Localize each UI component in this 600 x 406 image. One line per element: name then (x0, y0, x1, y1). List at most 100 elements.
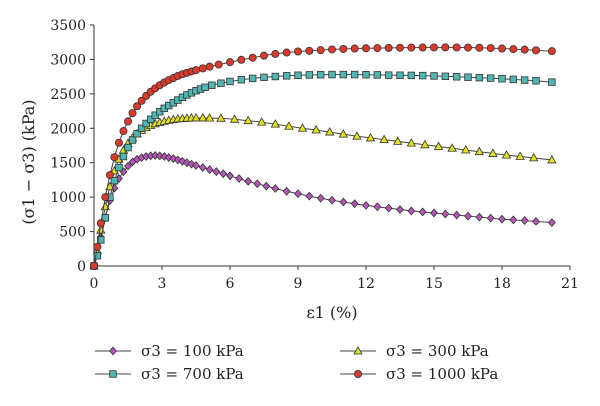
data-point (547, 218, 556, 228)
data-point (282, 72, 291, 80)
data-point (532, 216, 540, 226)
data-point (447, 143, 457, 152)
data-point (328, 70, 336, 79)
data-point (463, 43, 472, 52)
data-point (497, 44, 506, 53)
data-point (441, 72, 450, 80)
data-point (520, 76, 529, 84)
data-point (441, 43, 450, 52)
data-point (350, 199, 359, 209)
data-point (305, 46, 314, 55)
x-tick-label: 21 (561, 276, 579, 292)
data-point (237, 76, 246, 84)
series-line (93, 74, 552, 267)
data-point (338, 129, 349, 138)
data-point (260, 73, 268, 82)
data-point (316, 46, 325, 55)
data-point (452, 210, 461, 220)
data-point (133, 130, 141, 138)
x-tick-label: 18 (493, 276, 511, 292)
data-point (219, 169, 228, 179)
legend-label: σ3 = 300 kPa (386, 342, 489, 360)
data-point (93, 242, 102, 251)
data-point (430, 208, 438, 218)
x-tick-label: 9 (294, 276, 303, 292)
data-point (486, 44, 495, 53)
data-point (248, 74, 257, 83)
x-axis-label: ε1 (%) (306, 303, 357, 322)
data-point (433, 141, 444, 150)
data-point (248, 53, 257, 62)
data-point (217, 79, 225, 87)
data-point (429, 43, 438, 52)
data-point (486, 74, 495, 82)
data-point (325, 127, 335, 136)
data-point (532, 46, 541, 55)
data-point (475, 43, 484, 52)
legend-entry: σ3 = 700 kPa (95, 365, 244, 383)
data-point (229, 114, 240, 123)
data-point (124, 161, 132, 171)
data-point (509, 45, 518, 54)
y-tick-label: 0 (77, 259, 86, 275)
data-point (520, 216, 529, 225)
data-point (253, 179, 262, 189)
data-point (192, 161, 200, 170)
data-point (270, 119, 281, 128)
data-point (350, 70, 359, 79)
data-point (328, 195, 336, 205)
data-point (160, 152, 169, 161)
data-point (97, 236, 105, 244)
data-point (137, 96, 146, 105)
data-point (271, 184, 280, 193)
data-point (142, 119, 150, 128)
data-point (361, 44, 370, 53)
y-tick-label: 1000 (50, 190, 86, 206)
data-point (216, 113, 226, 122)
data-point (498, 214, 506, 224)
data-point (282, 48, 291, 57)
data-point (362, 201, 370, 210)
data-point (407, 71, 416, 80)
data-point (110, 153, 119, 162)
data-point (93, 251, 102, 260)
data-point (294, 189, 302, 199)
data-point (178, 156, 187, 166)
data-point (396, 71, 404, 79)
series-group (90, 43, 556, 270)
legend-marker (109, 346, 117, 356)
legend: σ3 = 100 kPa σ3 = 300 kPa σ3 = 700 kPa σ3 =… (95, 342, 498, 383)
y-axis-label: (σ1 − σ3) (kPa) (19, 99, 38, 224)
data-point (204, 113, 215, 122)
data-point (418, 71, 427, 80)
y-tick-label: 1500 (50, 156, 86, 172)
data-point (420, 139, 430, 149)
data-point (418, 43, 427, 52)
data-point (316, 193, 325, 203)
data-point (441, 209, 450, 219)
data-point (373, 202, 382, 212)
data-point (548, 78, 556, 86)
data-point (262, 181, 271, 191)
data-point (515, 151, 525, 160)
data-point (452, 73, 461, 81)
y-tick-label: 2500 (50, 87, 86, 103)
data-point (205, 165, 214, 174)
data-point (418, 207, 427, 217)
legend-marker (353, 345, 363, 355)
data-point (501, 150, 512, 159)
x-tick-label: 0 (90, 276, 99, 292)
data-point (311, 124, 321, 134)
legend-entry: σ3 = 300 kPa (340, 342, 489, 360)
data-point (115, 163, 123, 172)
x-tick-label: 12 (357, 276, 375, 292)
data-point (339, 197, 348, 207)
series-line (93, 154, 552, 267)
data-point (128, 109, 137, 118)
data-point (235, 174, 244, 183)
data-point (327, 45, 336, 54)
data-point (395, 43, 404, 52)
data-point (155, 151, 164, 161)
series-group (90, 151, 556, 271)
